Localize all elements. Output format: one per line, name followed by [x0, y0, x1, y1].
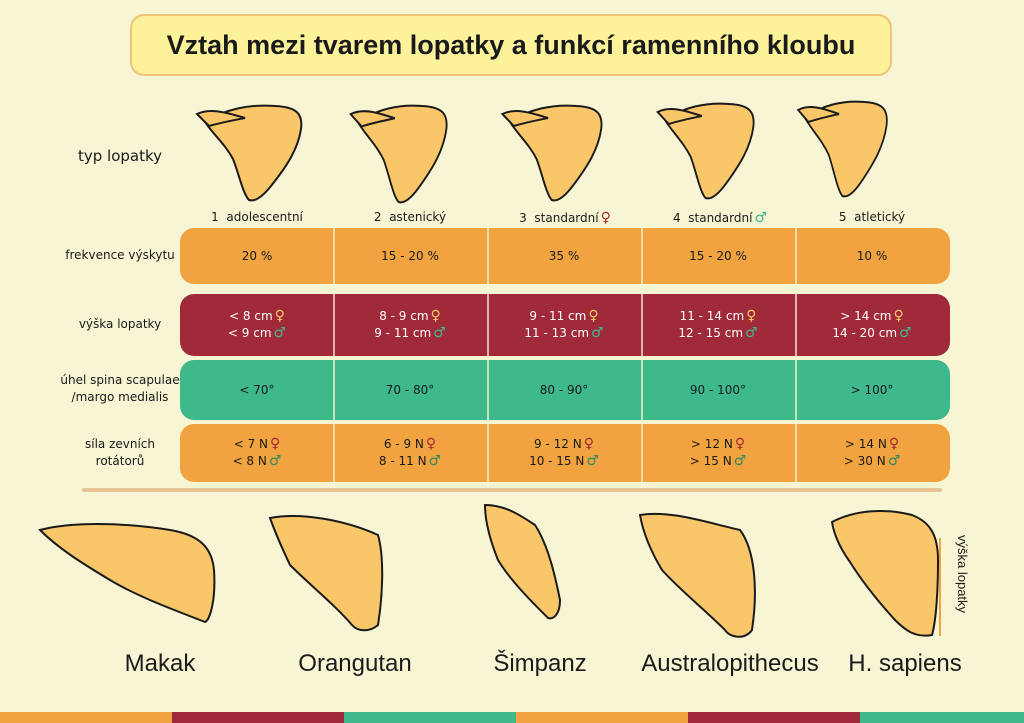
- column-header-1: 1 adolescentní: [211, 210, 303, 224]
- scapula-type-3-image: [501, 104, 603, 202]
- species-orangutan: Orangutan: [298, 650, 412, 677]
- strength-cell-5: > 14 N ♀ > 30 N ♂: [843, 436, 901, 469]
- column-separator: [333, 228, 335, 482]
- scapula-type-4-image: [656, 102, 755, 200]
- footer-bar-orange: [516, 712, 688, 723]
- male-icon: ♂: [754, 210, 767, 226]
- australopithecus-scapula-image: [638, 512, 756, 638]
- frequency-cell-5: 10 %: [856, 248, 888, 263]
- species-simpanz: Šimpanz: [493, 650, 587, 677]
- footer-bar-green: [344, 712, 516, 723]
- strength-cell-2: 6 - 9 N ♀ 8 - 11 N ♂: [378, 436, 442, 469]
- type-label: typ lopatky: [77, 147, 163, 165]
- species-h-sapiens: H. sapiens: [848, 650, 962, 677]
- row-label-height: výška lopatky: [78, 317, 162, 331]
- h-sapiens-scapula-image: [830, 509, 940, 637]
- frequency-band: [180, 228, 950, 284]
- angle-band: [180, 360, 950, 420]
- frequency-cell-2: 15 - 20 %: [381, 248, 439, 263]
- height-cell-3: 9 - 11 cm ♀ 11 - 13 cm ♂: [524, 308, 604, 341]
- angle-cell-3: 80 - 90°: [539, 382, 589, 397]
- column-separator: [487, 228, 489, 482]
- angle-cell-5: > 100°: [850, 382, 894, 397]
- scapula-type-1-image: [196, 104, 303, 202]
- frequency-cell-3: 35 %: [548, 248, 580, 263]
- angle-cell-1: < 70°: [239, 382, 275, 397]
- height-cell-1: < 8 cm ♀ < 9 cm ♂: [227, 308, 287, 341]
- frequency-cell-4: 15 - 20 %: [689, 248, 747, 263]
- column-separator: [641, 228, 643, 482]
- page-title: Vztah mezi tvarem lopatky a funkcí ramen…: [166, 29, 856, 60]
- height-measure-label: výška lopatky: [955, 535, 970, 614]
- species-australopithecus: Australopithecus: [641, 650, 819, 677]
- frequency-cell-1: 20 %: [241, 248, 273, 263]
- strength-band: [180, 424, 950, 482]
- scapula-type-5-image: [797, 100, 888, 198]
- simpanz-scapula-image: [483, 503, 562, 620]
- female-icon: ♀: [600, 210, 611, 226]
- footer-bar-green: [860, 712, 1024, 723]
- height-cell-5: > 14 cm ♀ 14 - 20 cm ♂: [832, 308, 912, 341]
- title-box: Vztah mezi tvarem lopatky a funkcí ramen…: [130, 14, 892, 76]
- height-band: [180, 294, 950, 356]
- column-header-3: 3 standardní ♀: [519, 210, 611, 226]
- column-header-4: 4 standardní ♂: [672, 210, 767, 226]
- makak-scapula-image: [38, 523, 216, 624]
- height-cell-4: 11 - 14 cm ♀ 12 - 15 cm ♂: [678, 308, 758, 341]
- footer-bar-maroon: [172, 712, 344, 723]
- column-separator: [795, 228, 797, 482]
- section-divider: [82, 488, 942, 492]
- column-header-2: 2 astenický: [373, 210, 447, 224]
- strength-cell-4: > 12 N ♀ > 15 N ♂: [689, 436, 747, 469]
- angle-cell-4: 90 - 100°: [689, 382, 747, 397]
- orangutan-scapula-image: [268, 515, 384, 632]
- row-label-frequency: frekvence výskytu: [65, 248, 175, 262]
- column-header-5: 5 atletický: [838, 210, 906, 224]
- angle-cell-2: 70 - 80°: [385, 382, 435, 397]
- scapula-type-2-image: [349, 104, 448, 204]
- species-makak: Makak: [124, 650, 196, 677]
- row-label-strength: síla zevních rotátorů: [84, 437, 155, 468]
- footer-bar-maroon: [688, 712, 860, 723]
- height-cell-2: 8 - 9 cm ♀ 9 - 11 cm ♂: [374, 308, 446, 341]
- row-label-angle: úhel spina scapulae/margo medialis: [60, 373, 180, 404]
- strength-cell-3: 9 - 12 N ♀ 10 - 15 N ♂: [529, 436, 599, 469]
- strength-cell-1: < 7 N ♀ < 8 N ♂: [232, 436, 282, 469]
- footer-bar-orange: [0, 712, 172, 723]
